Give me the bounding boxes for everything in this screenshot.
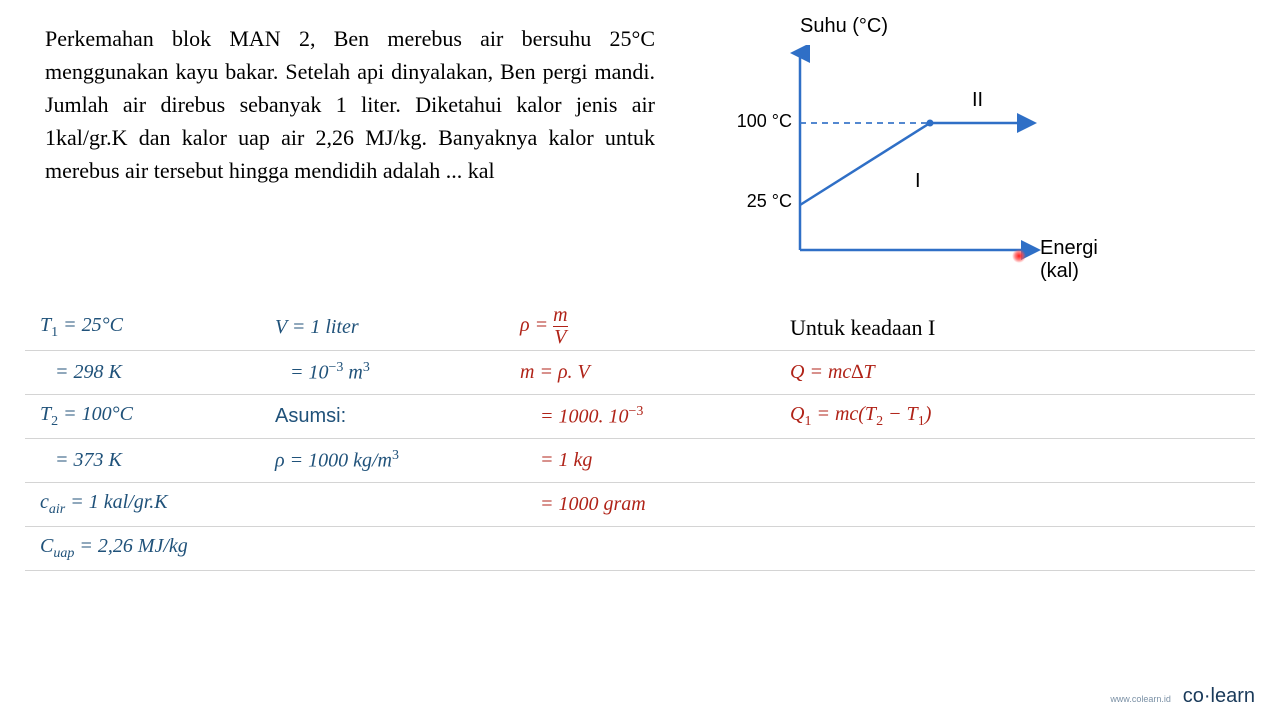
temperature-energy-chart: Suhu (°C) 100 °C 25 °C	[740, 15, 1120, 275]
rho-value: ρ = 1000 kg/m3	[275, 448, 520, 473]
row-5: cair = 1 kal/gr.K = 1000 gram	[25, 483, 1255, 527]
footer: www.colearn.id co·learn	[1110, 685, 1255, 708]
v-m3: = 10−3 m3	[275, 360, 520, 385]
y-tick-100: 100 °C	[730, 111, 792, 132]
row-3: T2 = 100°C Asumsi: = 1000. 10−3 Q1 = mc(…	[25, 395, 1255, 439]
c-air: cair = 1 kal/gr.K	[25, 491, 275, 518]
row-6: Cuap = 2,26 MJ/kg	[25, 527, 1255, 571]
m-gram: = 1000 gram	[520, 493, 790, 516]
phase-1-line	[800, 123, 930, 205]
t1-value: T1 = 25°C	[25, 314, 275, 341]
phase-1-label: I	[915, 170, 921, 193]
c-uap: Cuap = 2,26 MJ/kg	[25, 535, 275, 562]
row-1: T1 = 25°C V = 1 liter ρ = mV Untuk keada…	[25, 305, 1255, 351]
t2-kelvin: = 373 K	[25, 449, 275, 472]
chart-body: 100 °C 25 °C Energi (kal) I II	[740, 45, 1110, 265]
footer-brand: co·learn	[1183, 685, 1255, 707]
m-calc: = 1000. 10−3	[520, 404, 790, 429]
solution-work: T1 = 25°C V = 1 liter ρ = mV Untuk keada…	[25, 305, 1255, 571]
problem-statement: Perkemahan blok MAN 2, Ben merebus air b…	[45, 22, 655, 187]
v-value: V = 1 liter	[275, 316, 520, 339]
state-1-heading: Untuk keadaan I	[790, 315, 1160, 341]
pointer-dot	[1012, 249, 1026, 263]
t1-kelvin: = 298 K	[25, 361, 275, 384]
phase-2-label: II	[972, 89, 983, 112]
y-tick-25: 25 °C	[730, 191, 792, 212]
m-kg: = 1 kg	[520, 449, 790, 472]
row-4: = 373 K ρ = 1000 kg/m3 = 1 kg	[25, 439, 1255, 483]
row-2: = 298 K = 10−3 m3 m = ρ. V Q = mc∆T	[25, 351, 1255, 395]
t2-value: T2 = 100°C	[25, 403, 275, 430]
chart-y-title: Suhu (°C)	[800, 15, 888, 38]
asumsi-label: Asumsi:	[275, 405, 520, 428]
q1-formula: Q1 = mc(T2 − T1)	[790, 403, 1160, 430]
footer-site: www.colearn.id	[1110, 694, 1171, 704]
m-formula: m = ρ. V	[520, 361, 790, 384]
q-formula: Q = mc∆T	[790, 361, 1160, 384]
x-axis-label: Energi (kal)	[1040, 237, 1110, 283]
rho-formula: ρ = mV	[520, 305, 790, 350]
